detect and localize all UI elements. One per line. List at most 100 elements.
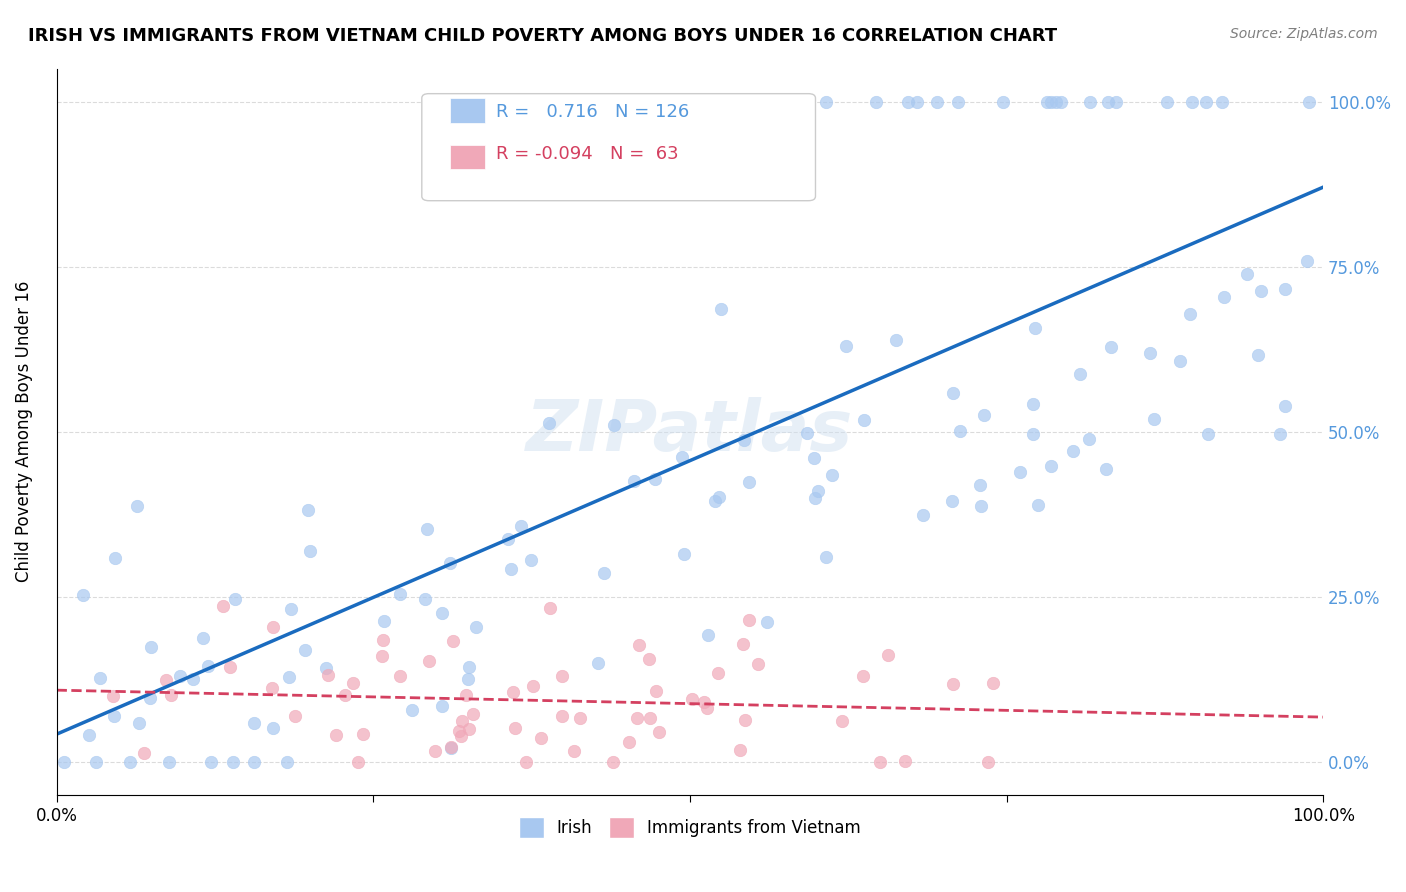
Point <box>1095 462 1118 476</box>
Point <box>969 499 991 513</box>
Point <box>120 755 142 769</box>
Point <box>884 333 907 347</box>
Point <box>896 95 918 109</box>
Point <box>942 676 965 690</box>
Point <box>1139 345 1161 359</box>
Point <box>283 709 305 723</box>
Y-axis label: Child Poverty Among Boys Under 16: Child Poverty Among Boys Under 16 <box>15 281 32 582</box>
Point <box>704 493 727 508</box>
Point <box>1295 254 1317 268</box>
Point <box>538 601 561 615</box>
Point <box>86 755 108 769</box>
Point <box>672 547 695 561</box>
Point <box>564 744 586 758</box>
Point <box>89 671 111 685</box>
Point <box>638 711 661 725</box>
Point <box>430 606 453 620</box>
Point <box>627 639 650 653</box>
Point <box>1268 426 1291 441</box>
Point <box>852 669 875 683</box>
Point <box>1168 354 1191 368</box>
Point <box>262 721 284 735</box>
Point <box>1298 95 1320 109</box>
Point <box>262 620 284 634</box>
Point <box>941 494 963 508</box>
Point <box>747 657 769 671</box>
Point <box>200 755 222 769</box>
Point <box>626 711 648 725</box>
Point <box>592 566 614 581</box>
Point <box>912 508 935 522</box>
Point <box>1078 95 1101 109</box>
Point <box>738 613 761 627</box>
Point <box>1197 427 1219 442</box>
Point <box>515 755 537 769</box>
Point <box>222 755 245 769</box>
Point <box>522 679 544 693</box>
Point <box>1045 95 1067 109</box>
Point <box>401 703 423 717</box>
Point <box>790 95 813 109</box>
Point <box>77 728 100 742</box>
Point <box>457 672 479 686</box>
Point <box>710 302 733 317</box>
Point <box>993 95 1015 109</box>
Point <box>623 474 645 488</box>
Point <box>949 424 972 438</box>
Point <box>728 743 751 757</box>
Point <box>1040 458 1063 473</box>
Point <box>1022 427 1045 442</box>
Point <box>807 483 830 498</box>
Point <box>981 675 1004 690</box>
Point <box>418 654 440 668</box>
Point <box>389 587 412 601</box>
Point <box>1099 340 1122 354</box>
Point <box>447 723 470 738</box>
Point <box>977 755 1000 769</box>
Point <box>671 450 693 465</box>
Point <box>586 656 609 670</box>
Point <box>756 95 779 109</box>
Text: R =   0.716   N = 126: R = 0.716 N = 126 <box>496 103 689 121</box>
Point <box>457 722 479 736</box>
Point <box>1236 268 1258 282</box>
Point <box>1050 95 1073 109</box>
Point <box>502 685 524 699</box>
Point <box>853 413 876 427</box>
Point <box>104 551 127 566</box>
Point <box>155 673 177 688</box>
Point <box>1211 95 1233 109</box>
Point <box>772 95 794 109</box>
Point <box>1069 367 1091 381</box>
Point <box>72 589 94 603</box>
Point <box>432 698 454 713</box>
Point <box>796 425 818 440</box>
Point <box>1250 284 1272 298</box>
Point <box>335 688 357 702</box>
Point <box>127 499 149 513</box>
Point <box>423 744 446 758</box>
Point <box>128 715 150 730</box>
Point <box>696 700 718 714</box>
Text: Source: ZipAtlas.com: Source: ZipAtlas.com <box>1230 27 1378 41</box>
Point <box>756 615 779 629</box>
Point <box>157 755 180 769</box>
Point <box>1143 412 1166 426</box>
Point <box>1062 443 1084 458</box>
Point <box>619 734 641 748</box>
Point <box>193 632 215 646</box>
Point <box>262 681 284 695</box>
Point <box>804 491 827 506</box>
Point <box>1010 466 1032 480</box>
Point <box>498 532 520 546</box>
Point <box>738 475 761 489</box>
Point <box>342 676 364 690</box>
Point <box>869 755 891 769</box>
Point <box>181 672 204 686</box>
Point <box>681 691 703 706</box>
Point <box>52 755 75 769</box>
Point <box>520 553 543 567</box>
Point <box>1247 348 1270 362</box>
Point <box>371 648 394 663</box>
Point <box>530 731 553 745</box>
